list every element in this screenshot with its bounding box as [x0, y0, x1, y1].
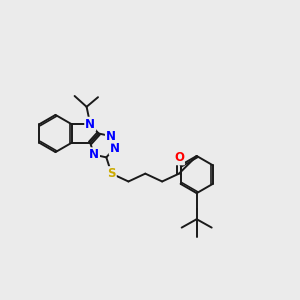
- Text: N: N: [106, 130, 116, 142]
- Text: S: S: [107, 167, 116, 180]
- Text: N: N: [89, 148, 99, 161]
- Text: O: O: [174, 151, 184, 164]
- Text: N: N: [110, 142, 120, 154]
- Text: N: N: [85, 118, 95, 131]
